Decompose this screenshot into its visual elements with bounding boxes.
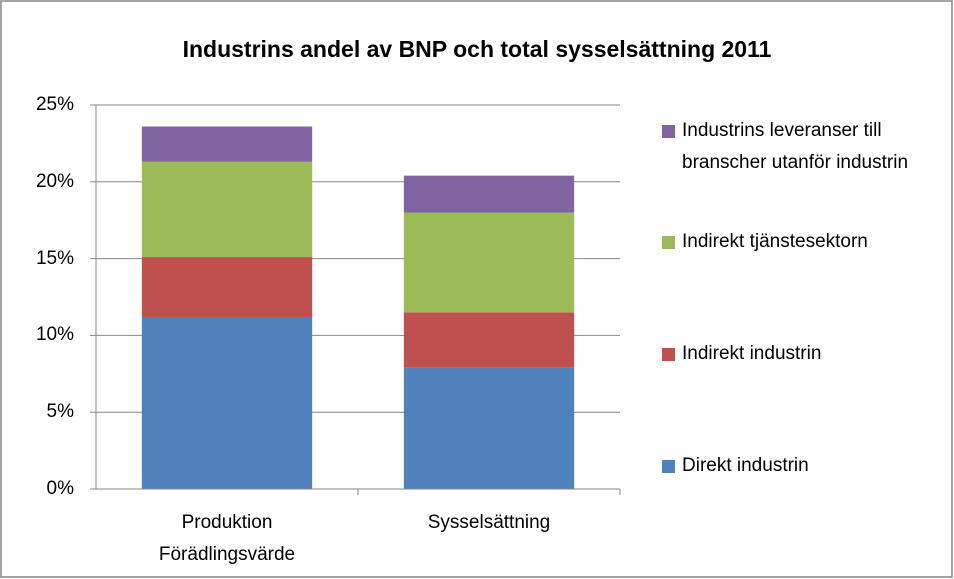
y-tick-label: 20%	[35, 170, 74, 192]
legend-swatch	[662, 348, 675, 361]
legend-label: Indirekt industrin	[682, 343, 822, 364]
y-tick-label: 25%	[35, 94, 74, 115]
bar-segment	[403, 212, 575, 313]
legend-label: Indirekt tjänstesektorn	[682, 231, 868, 252]
bar-segment	[403, 312, 575, 368]
y-tick-label: 0%	[46, 478, 74, 499]
legend-swatch	[662, 125, 675, 138]
bar-segment	[141, 257, 313, 317]
bar-segment	[403, 367, 575, 489]
legend-label: Direkt industrin	[682, 455, 809, 476]
y-tick-label: 15%	[35, 247, 74, 269]
x-tick-label: Produktion Förädlingsvärde	[158, 512, 296, 565]
bar-segment	[141, 316, 313, 489]
legend-label: Industrins leveranser till branscher uta…	[682, 120, 909, 173]
y-tick-label: 10%	[35, 324, 74, 346]
x-tick-label: Sysselsättning	[427, 512, 551, 533]
legend-swatch	[662, 236, 675, 249]
y-tick-label: 5%	[46, 401, 74, 423]
bar-segment	[141, 161, 313, 258]
bar-segment	[141, 126, 313, 162]
legend-swatch	[662, 460, 675, 473]
chart-title: Industrins andel av BNP och total syssel…	[182, 36, 772, 62]
bar-segment	[403, 175, 575, 213]
